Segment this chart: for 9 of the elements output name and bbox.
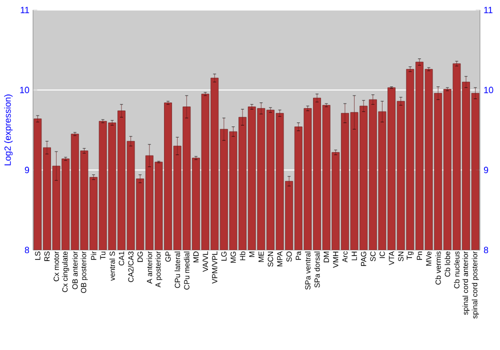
y2-tick-label: 10 xyxy=(484,86,494,94)
y-tick-label: 11 xyxy=(20,6,30,14)
y2-tick-label: 11 xyxy=(484,6,492,14)
y-tick-label: 9 xyxy=(24,166,30,174)
y-axis-title: Log2 (expression) xyxy=(4,94,13,166)
y2-tick-label: 9 xyxy=(484,166,488,174)
y-tick-label: 10 xyxy=(20,86,30,94)
y2-tick-label: 8 xyxy=(484,246,488,254)
y-tick-label: 8 xyxy=(24,246,30,254)
